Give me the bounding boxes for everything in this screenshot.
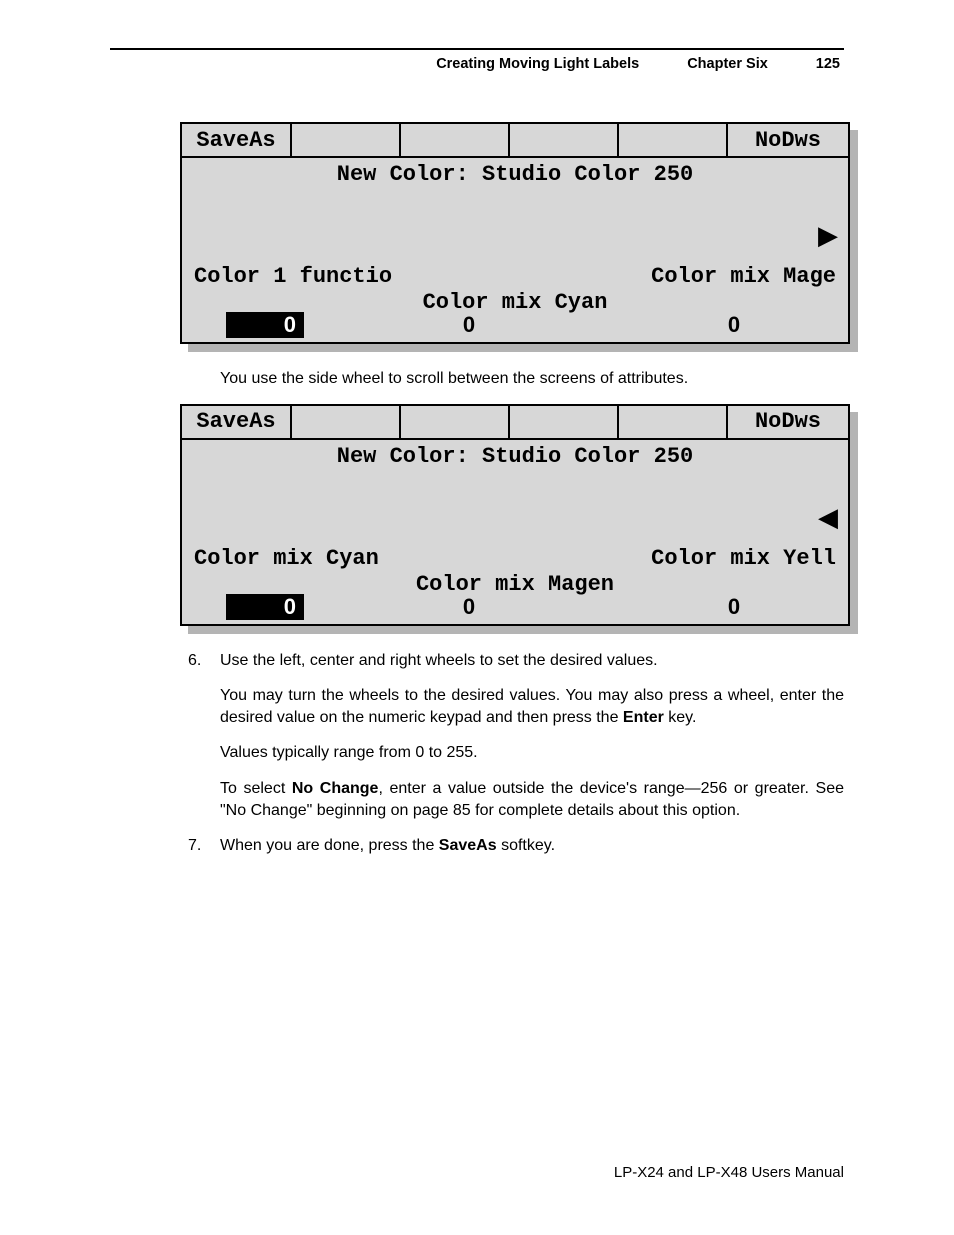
text-span: When you are done, press the (220, 837, 439, 854)
lcd-panel-2: SaveAs NoDws New Color: Studio Color 250… (180, 404, 850, 626)
softkey-saveas[interactable]: SaveAs (182, 406, 292, 438)
softkey-row: SaveAs NoDws (182, 124, 848, 158)
softkey-nodws[interactable]: NoDws (728, 124, 848, 156)
panel-title: New Color: Studio Color 250 (182, 162, 848, 187)
softkey-empty-5[interactable] (619, 124, 728, 156)
step-6-body: You may turn the wheels to the desired v… (220, 685, 844, 821)
softkey-empty-3[interactable] (401, 406, 510, 438)
panel-title: New Color: Studio Color 250 (182, 444, 848, 469)
softkey-empty-4[interactable] (510, 124, 619, 156)
value-right[interactable]: 0 (634, 594, 834, 620)
value-row: 0 0 0 (182, 594, 848, 620)
step-number: 6. (188, 650, 220, 672)
softkey-empty-2[interactable] (292, 124, 401, 156)
text-line: To select No Change, enter a value outsi… (220, 778, 844, 821)
value-left-selected[interactable]: 0 (226, 594, 304, 620)
spacer (110, 871, 844, 1181)
bold-nochange: No Change (292, 780, 379, 797)
footer-manual-title: LP-X24 and LP-X48 Users Manual (614, 1164, 844, 1181)
softkey-empty-4[interactable] (510, 406, 619, 438)
step-text: When you are done, press the SaveAs soft… (220, 835, 844, 857)
panel-body: SaveAs NoDws New Color: Studio Color 250… (180, 122, 850, 344)
softkey-empty-2[interactable] (292, 406, 401, 438)
bold-saveas: SaveAs (439, 837, 497, 854)
paragraph-scroll-note: You use the side wheel to scroll between… (220, 368, 844, 390)
text-line: You may turn the wheels to the desired v… (220, 685, 844, 728)
text-span: To select (220, 780, 292, 797)
step-6: 6. Use the left, center and right wheels… (188, 650, 844, 672)
text-span: softkey. (497, 837, 555, 854)
panel-body: SaveAs NoDws New Color: Studio Color 250… (180, 404, 850, 626)
header-chapter: Chapter Six (687, 56, 768, 72)
attr-left-label: Color 1 functio (194, 264, 392, 289)
scroll-right-icon[interactable]: ▶ (818, 222, 838, 248)
bold-enter: Enter (623, 709, 664, 726)
text-span: You may turn the wheels to the desired v… (220, 687, 844, 726)
header-page-number: 125 (816, 56, 840, 72)
attr-right-label: Color mix Yell (651, 546, 836, 571)
text-span: key. (664, 709, 697, 726)
softkey-empty-3[interactable] (401, 124, 510, 156)
softkey-nodws[interactable]: NoDws (728, 406, 848, 438)
step-number: 7. (188, 835, 220, 857)
value-left-selected[interactable]: 0 (226, 312, 304, 338)
attribute-labels-outer: Color mix Cyan Color mix Yell (182, 546, 848, 571)
attr-left-label: Color mix Cyan (194, 546, 379, 571)
header-rule (110, 48, 844, 50)
header-section: Creating Moving Light Labels (436, 56, 639, 72)
softkey-row: SaveAs NoDws (182, 406, 848, 440)
text-line: Values typically range from 0 to 255. (220, 742, 844, 764)
page: Creating Moving Light Labels Chapter Six… (0, 0, 954, 1229)
scroll-left-icon[interactable]: ◀ (818, 504, 838, 530)
text-line: You use the side wheel to scroll between… (220, 368, 844, 390)
step-text: Use the left, center and right wheels to… (220, 650, 844, 672)
lcd-panel-1: SaveAs NoDws New Color: Studio Color 250… (180, 122, 850, 344)
attribute-labels-outer: Color 1 functio Color mix Mage (182, 264, 848, 289)
attr-right-label: Color mix Mage (651, 264, 836, 289)
value-center[interactable]: 0 (304, 312, 634, 338)
value-row: 0 0 0 (182, 312, 848, 338)
value-right[interactable]: 0 (634, 312, 834, 338)
running-header: Creating Moving Light Labels Chapter Six… (110, 56, 844, 72)
softkey-empty-5[interactable] (619, 406, 728, 438)
softkey-saveas[interactable]: SaveAs (182, 124, 292, 156)
step-7: 7. When you are done, press the SaveAs s… (188, 835, 844, 857)
value-center[interactable]: 0 (304, 594, 634, 620)
